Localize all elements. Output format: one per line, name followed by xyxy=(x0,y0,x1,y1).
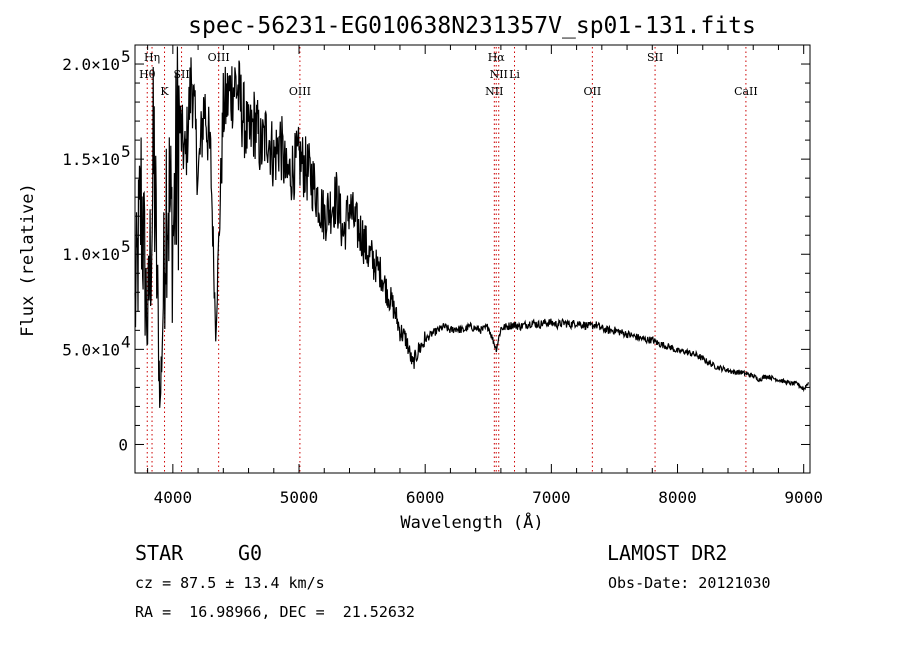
y-tick-label: 2.0×10 xyxy=(62,55,120,74)
line-label: CaII xyxy=(734,85,758,98)
y-axis-label: Flux (relative) xyxy=(18,183,38,337)
y-tick-exponent: 5 xyxy=(121,142,131,161)
y-tick-label: 5.0×10 xyxy=(62,340,120,359)
line-label: Li xyxy=(509,68,520,81)
y-tick-label: 1.5×10 xyxy=(62,150,120,169)
x-tick-label: 9000 xyxy=(784,488,823,507)
y-tick-exponent: 4 xyxy=(121,332,131,351)
object-subclass: G0 xyxy=(238,541,263,565)
x-axis-label: Wavelength (Å) xyxy=(400,511,543,533)
y-tick-labels: 05.0×10 41.0×10 51.5×10 52.0×10 5 xyxy=(62,47,130,454)
y-tick-exponent: 5 xyxy=(121,237,131,256)
line-label: SII xyxy=(647,51,663,64)
y-tick-label: 0 xyxy=(118,435,128,454)
x-tick-label: 8000 xyxy=(658,488,697,507)
observation-date: Obs-Date: 20121030 xyxy=(608,574,771,592)
axis-ticks xyxy=(135,45,810,473)
x-tick-label: 5000 xyxy=(280,488,319,507)
x-tick-label: 6000 xyxy=(406,488,445,507)
survey-name: LAMOST DR2 xyxy=(607,541,728,565)
emission-line-markers xyxy=(146,47,747,473)
object-class: STAR xyxy=(135,541,184,565)
chart-title: spec-56231-EG010638N231357V_sp01-131.fit… xyxy=(188,13,756,39)
line-label: NII xyxy=(485,85,503,98)
line-label: Hη xyxy=(144,51,160,64)
line-label: OIII xyxy=(289,85,311,98)
line-label: Hα xyxy=(488,51,506,64)
x-tick-label: 4000 xyxy=(154,488,193,507)
plot-frame xyxy=(134,44,811,474)
line-label: OII xyxy=(584,85,602,98)
spectrum-series xyxy=(134,46,809,408)
line-label: Hθ xyxy=(139,68,156,81)
y-tick-label: 1.0×10 xyxy=(62,245,120,264)
x-tick-label: 7000 xyxy=(532,488,571,507)
sky-coordinates: RA = 16.98966, DEC = 21.52632 xyxy=(135,603,415,621)
x-tick-labels: 4000 5000 6000 7000 8000 9000 xyxy=(154,488,823,507)
line-label: OIII xyxy=(208,51,230,64)
y-tick-exponent: 5 xyxy=(121,47,131,66)
line-label: K xyxy=(160,85,169,98)
redshift-cz: cz = 87.5 ± 13.4 km/s xyxy=(135,574,325,592)
line-label: NII xyxy=(490,68,508,81)
